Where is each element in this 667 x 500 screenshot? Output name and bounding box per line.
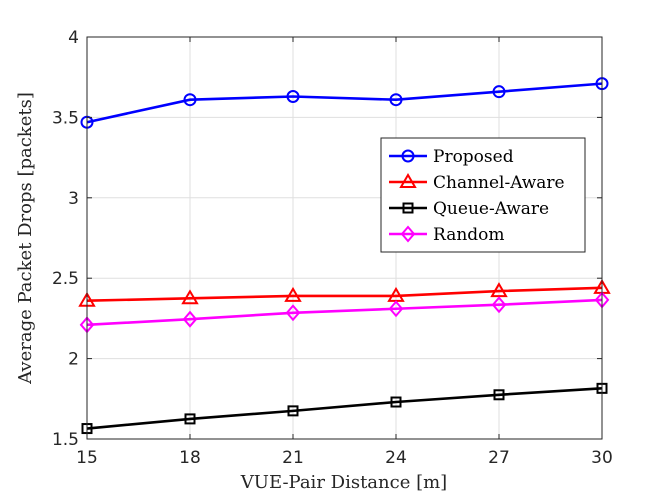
legend-label-random: Random bbox=[433, 225, 505, 245]
data-point-channel-aware bbox=[284, 286, 302, 302]
legend-marker-random bbox=[400, 225, 416, 243]
y-tick-label: 3.5 bbox=[52, 108, 79, 128]
data-point-random bbox=[388, 300, 404, 318]
x-tick-label: 15 bbox=[76, 448, 98, 468]
data-point-queue-aware bbox=[390, 396, 402, 408]
x-tick-label: 21 bbox=[282, 448, 304, 468]
y-tick-label: 1.5 bbox=[52, 430, 79, 450]
plot-frame bbox=[86, 36, 603, 440]
data-point-channel-aware bbox=[181, 289, 199, 305]
y-axis-ticks: 1.5 2 2.5 3 3.5 4 bbox=[52, 28, 602, 450]
legend-marker-queue-aware bbox=[402, 202, 414, 214]
data-point-queue-aware bbox=[493, 389, 505, 401]
x-tick-label: 27 bbox=[488, 448, 510, 468]
data-point-random bbox=[491, 296, 507, 314]
y-tick-label: 2 bbox=[68, 350, 79, 370]
legend-label-proposed: Proposed bbox=[433, 147, 514, 167]
x-axis-ticks: 15 18 21 24 27 30 bbox=[76, 37, 613, 468]
legend-label-channel-aware: Channel-Aware bbox=[433, 173, 565, 193]
data-point-queue-aware bbox=[287, 405, 299, 417]
y-axis-title: Average Packet Drops [packets] bbox=[15, 92, 36, 385]
legend-label-queue-aware: Queue-Aware bbox=[433, 199, 549, 219]
series-line-channel-aware bbox=[86, 286, 603, 303]
legend-marker-channel-aware bbox=[399, 173, 417, 188]
data-point-proposed bbox=[183, 93, 197, 107]
x-tick-label: 24 bbox=[385, 448, 407, 468]
data-point-random bbox=[285, 304, 301, 322]
series-queue-aware bbox=[81, 382, 608, 435]
x-axis-title: VUE-Pair Distance [m] bbox=[240, 472, 447, 493]
data-point-proposed bbox=[389, 93, 403, 107]
data-point-proposed bbox=[286, 89, 300, 103]
x-tick-label: 30 bbox=[591, 448, 613, 468]
x-tick-label: 18 bbox=[179, 448, 201, 468]
data-point-proposed bbox=[492, 85, 506, 99]
legend: Proposed Channel-Aware Queue-Aware Random bbox=[380, 137, 586, 253]
series-layer bbox=[78, 77, 611, 435]
y-tick-label: 3 bbox=[68, 189, 79, 209]
y-tick-label: 4 bbox=[68, 28, 79, 48]
series-line-random bbox=[86, 298, 603, 327]
series-line-proposed bbox=[86, 82, 603, 124]
data-point-random bbox=[182, 310, 198, 328]
y-tick-label: 2.5 bbox=[52, 269, 79, 289]
data-point-channel-aware bbox=[490, 282, 508, 298]
data-point-queue-aware bbox=[184, 413, 196, 425]
series-line-queue-aware bbox=[86, 387, 603, 430]
legend-marker-proposed bbox=[401, 149, 415, 163]
